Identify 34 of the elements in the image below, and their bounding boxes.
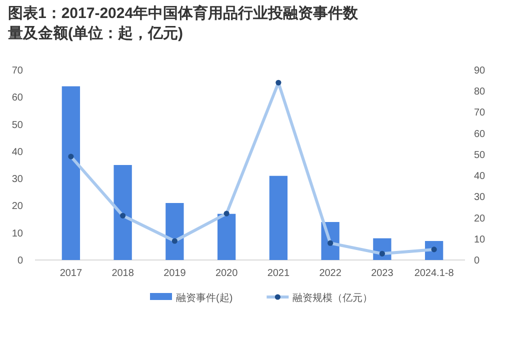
bar <box>217 214 236 260</box>
x-tick-label: 2019 <box>164 268 186 279</box>
x-tick-label: 2024.1-8 <box>414 268 454 279</box>
legend-label: 融资规模（亿元） <box>292 292 373 304</box>
y2-tick-label: 0 <box>474 256 480 266</box>
chart-title: 图表1：2017-2024年中国体育用品行业投融资事件数量及金额(单位：起，亿元) <box>8 4 360 44</box>
y-tick-label: 60 <box>12 92 24 104</box>
y2-tick-label: 20 <box>474 213 486 224</box>
x-tick-label: 2022 <box>319 268 342 279</box>
y2-tick-label: 30 <box>474 192 486 204</box>
y-tick-label: 0 <box>17 256 24 266</box>
bar <box>166 203 184 260</box>
y2-tick-label: 50 <box>474 150 486 161</box>
y-tick-label: 70 <box>12 66 24 76</box>
y2-tick-label: 40 <box>474 171 486 182</box>
bar <box>62 86 80 260</box>
y2-tick-label: 80 <box>474 86 486 98</box>
x-tick-label: 2023 <box>371 268 394 279</box>
x-tick-label: 2020 <box>215 268 238 279</box>
y-tick-label: 10 <box>12 228 24 240</box>
y2-tick-label: 90 <box>474 66 486 76</box>
y-tick-label: 30 <box>12 174 24 186</box>
y-tick-label: 50 <box>12 120 24 131</box>
bar <box>114 165 132 260</box>
y-tick-label: 40 <box>12 146 24 158</box>
x-tick-label: 2017 <box>60 268 82 279</box>
y2-tick-label: 10 <box>474 234 486 246</box>
x-tick-label: 2018 <box>112 268 134 279</box>
x-tick-label: 2021 <box>267 268 290 279</box>
y2-tick-label: 70 <box>474 108 486 119</box>
bar <box>269 176 288 260</box>
y2-tick-label: 60 <box>474 128 486 140</box>
y-tick-label: 20 <box>12 201 24 212</box>
legend-label: 融资事件(起) <box>176 292 233 304</box>
